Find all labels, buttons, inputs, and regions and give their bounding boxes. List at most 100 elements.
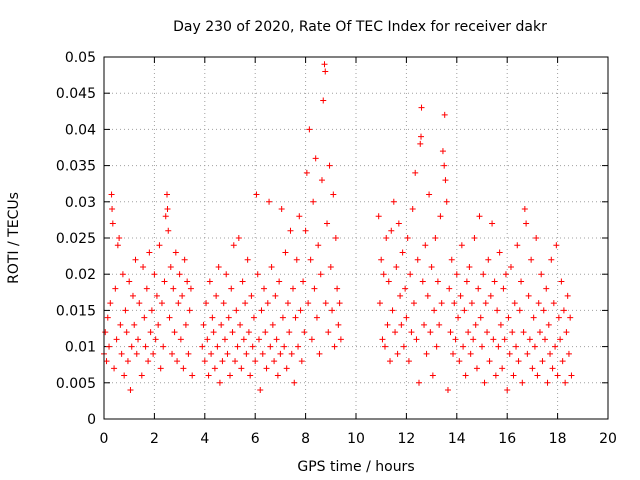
data-point	[107, 300, 114, 307]
data-point	[385, 278, 392, 285]
data-point	[567, 314, 574, 321]
data-point	[513, 343, 520, 350]
data-point	[292, 314, 299, 321]
data-point	[438, 300, 445, 307]
data-point	[395, 220, 402, 227]
data-point	[481, 379, 488, 386]
x-tick-label: 14	[448, 431, 466, 447]
data-point	[240, 336, 247, 343]
data-points	[101, 61, 575, 394]
data-point	[126, 278, 133, 285]
data-point	[317, 271, 324, 278]
data-point	[111, 365, 118, 372]
data-point	[544, 379, 551, 386]
data-point	[264, 300, 271, 307]
data-point	[519, 379, 526, 386]
data-point	[480, 271, 487, 278]
data-point	[114, 242, 121, 249]
data-point	[272, 292, 279, 299]
data-point	[547, 350, 554, 357]
data-point	[254, 271, 261, 278]
data-point	[164, 206, 171, 213]
data-point	[209, 314, 216, 321]
data-point	[439, 148, 446, 155]
data-point	[257, 387, 264, 394]
data-point	[297, 307, 304, 314]
data-point	[250, 314, 257, 321]
data-point	[211, 365, 218, 372]
data-point	[298, 358, 305, 365]
data-point	[223, 271, 230, 278]
data-point	[247, 372, 254, 379]
data-point	[496, 249, 503, 256]
data-point	[244, 256, 251, 263]
data-point	[109, 206, 116, 213]
data-point	[476, 213, 483, 220]
data-point	[287, 227, 294, 234]
data-point	[234, 343, 241, 350]
data-point	[331, 343, 338, 350]
data-point	[484, 329, 491, 336]
data-point	[133, 350, 140, 357]
data-point	[103, 358, 110, 365]
data-point	[282, 249, 289, 256]
data-point	[145, 358, 152, 365]
data-point	[288, 350, 295, 357]
y-tick-label: 0	[87, 412, 96, 428]
data-point	[405, 358, 412, 365]
data-point	[187, 285, 194, 292]
data-point	[171, 329, 178, 336]
data-point	[276, 278, 283, 285]
data-point	[281, 343, 288, 350]
data-point	[278, 206, 285, 213]
data-point	[310, 198, 317, 205]
data-point	[416, 379, 422, 386]
y-tick-label: 0.015	[56, 303, 96, 319]
data-point	[433, 343, 440, 350]
data-point	[515, 358, 522, 365]
x-tick-label: 4	[200, 431, 209, 447]
y-tick-label: 0.005	[56, 376, 96, 392]
data-point	[467, 350, 474, 357]
data-point	[104, 314, 111, 321]
data-point	[380, 271, 387, 278]
data-point	[549, 365, 556, 372]
data-point	[138, 372, 145, 379]
data-point	[181, 256, 188, 263]
data-point	[452, 336, 459, 343]
data-point	[381, 343, 388, 350]
data-point	[252, 358, 259, 365]
data-point	[165, 227, 172, 234]
data-point	[458, 242, 465, 249]
data-point	[308, 336, 315, 343]
data-point	[215, 263, 222, 270]
x-axis-label: GPS time / hours	[297, 459, 414, 475]
data-point	[504, 387, 511, 394]
data-point	[313, 314, 320, 321]
data-point	[146, 249, 153, 256]
data-point	[495, 343, 502, 350]
data-point	[485, 256, 492, 263]
data-point	[200, 321, 207, 328]
data-point	[422, 242, 429, 249]
data-point	[432, 235, 439, 241]
data-point	[259, 350, 266, 357]
data-point	[463, 278, 470, 285]
data-point	[283, 365, 290, 372]
data-point	[330, 191, 337, 198]
data-point	[131, 321, 138, 328]
data-point	[560, 307, 567, 314]
chart-title: Day 230 of 2020, Rate Of TEC Index for r…	[173, 19, 547, 35]
data-point	[208, 350, 215, 357]
data-point	[552, 343, 559, 350]
y-tick-label: 0.03	[65, 195, 96, 211]
data-point	[502, 271, 509, 278]
y-tick-labels: 0 0.005 0.01 0.015 0.02 0.025 0.03 0.035 0.04 0.0…	[56, 50, 96, 428]
data-point	[462, 372, 469, 379]
data-point	[453, 271, 460, 278]
data-point	[335, 321, 342, 328]
data-point	[261, 285, 268, 292]
data-point	[277, 350, 284, 357]
data-point	[409, 206, 416, 213]
data-point	[466, 263, 473, 270]
